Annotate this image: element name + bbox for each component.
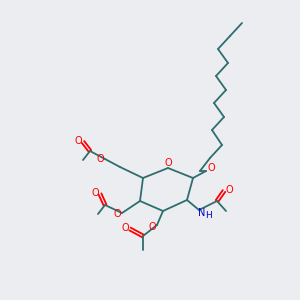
- Text: O: O: [74, 136, 82, 146]
- Text: O: O: [113, 209, 121, 219]
- Text: N: N: [198, 208, 206, 218]
- Text: O: O: [96, 154, 104, 164]
- Text: H: H: [205, 212, 212, 220]
- Text: O: O: [121, 223, 129, 233]
- Text: O: O: [91, 188, 99, 198]
- Text: O: O: [148, 222, 156, 232]
- Text: O: O: [164, 158, 172, 168]
- Text: O: O: [207, 163, 215, 173]
- Text: O: O: [225, 185, 233, 195]
